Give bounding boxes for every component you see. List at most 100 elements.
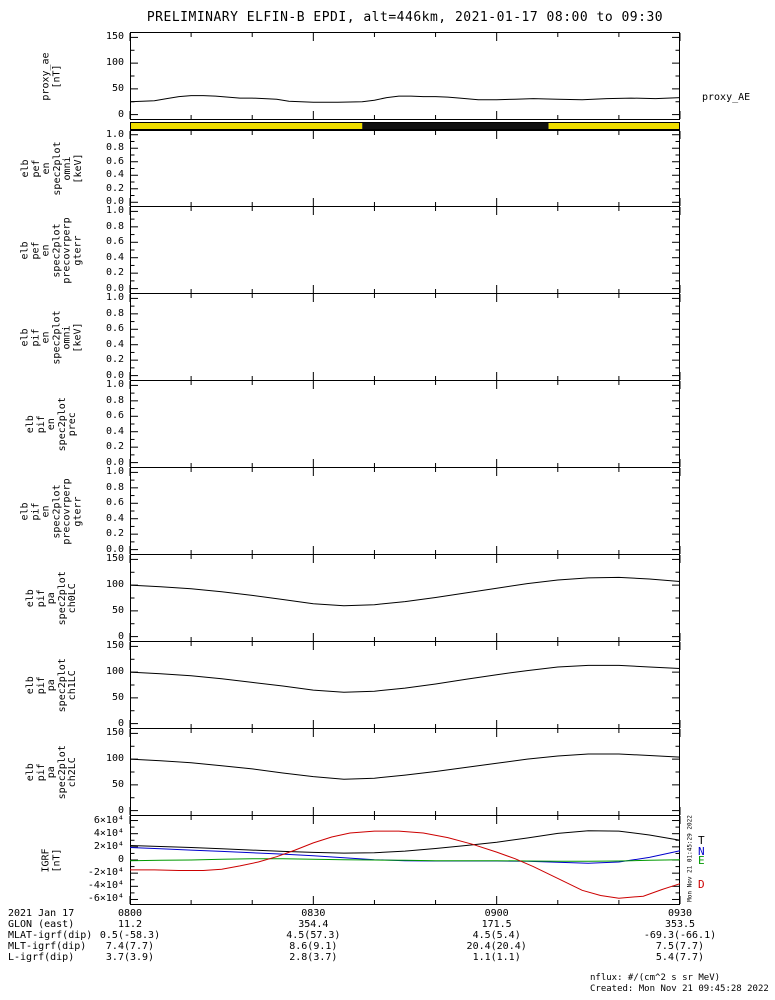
- y-tick-label: 0.0: [105, 196, 124, 208]
- ylabel-line: pa: [45, 765, 57, 779]
- ylabel-line: [keV]: [72, 153, 83, 184]
- y-tick-label: 6×10⁴: [93, 814, 124, 826]
- series-IGRF_D: [130, 830, 681, 899]
- y-tick-label: 0.6: [105, 236, 124, 248]
- ylabel-line: ch2LC: [66, 756, 78, 788]
- annotation-value: 3.7(3.9): [105, 952, 155, 963]
- y-tick-label: 0: [117, 717, 124, 729]
- y-tick-label: 100: [105, 666, 124, 678]
- y-tick-label: 100: [105, 753, 124, 765]
- ylabel-line: [nT]: [51, 847, 62, 873]
- y-tick-label: 100: [105, 579, 124, 591]
- annotation-value: 2.8(3.7): [289, 952, 338, 963]
- plot-title: PRELIMINARY ELFIN-B EPDI, alt=446km, 202…: [146, 10, 664, 25]
- ylabel-line: gterr: [72, 495, 83, 527]
- panel-frame: [130, 32, 680, 120]
- ylabel-line: en: [40, 504, 52, 518]
- annotation-value: 0830: [301, 908, 326, 919]
- panel-pif_en_prec: [129, 380, 681, 468]
- y-tick-label: 0.2: [105, 267, 124, 279]
- y-tick-label: 0: [117, 108, 124, 120]
- y-tick-label: 50: [111, 691, 124, 703]
- panel-frame: [130, 206, 680, 294]
- annotation-value: 20.4(20.4): [466, 941, 527, 952]
- annotation-row-label: 2021 Jan 17: [8, 908, 75, 919]
- created-timestamp: Created: Mon Nov 21 09:45:28 2022: [590, 984, 769, 994]
- ylabel-line: precovrperp: [61, 477, 73, 545]
- y-tick-label: 50: [111, 604, 124, 616]
- panel-pef_en_omni: [129, 130, 681, 207]
- y-tick-label: 0.6: [105, 323, 124, 335]
- ylabel-line: omni: [61, 324, 73, 350]
- panel-ylabel-pif_pa_ch0lc: elb pif pa spec2plot ch0LC: [24, 554, 79, 642]
- side-timestamp: Mon Nov 21 01:45:29 2022: [686, 815, 694, 902]
- annotation-value: 0930: [667, 908, 693, 919]
- panel-right-label: proxy_AE: [702, 91, 751, 103]
- panel-ylabel-proxy_ae: proxy_ae [nT]: [41, 32, 63, 120]
- ylabel-line: precovrperp: [61, 216, 73, 284]
- panel-pif_en_precovrperp_gterr: [129, 467, 681, 555]
- ylabel-line: spec2plot: [51, 141, 62, 196]
- y-tick-label: 1.0: [105, 466, 124, 478]
- y-tick-label: 50: [111, 778, 124, 790]
- ylabel-line: pa: [45, 591, 57, 605]
- y-tick-label: 0.6: [105, 410, 124, 422]
- y-tick-label: -6×10⁴: [87, 893, 124, 905]
- y-tick-label: 1.0: [105, 379, 124, 391]
- panel-pif_en_omni: [129, 293, 681, 381]
- annotation-value: 8.6(9.1): [289, 941, 338, 952]
- y-tick-label: 0.0: [105, 282, 124, 294]
- series-label-N: N: [698, 844, 705, 858]
- ylabel-line: en: [40, 243, 52, 257]
- series-ch2LC: [129, 753, 681, 780]
- panel-frame: [130, 467, 680, 555]
- annotation-row-label: GLON (east): [8, 919, 75, 930]
- panel-ylabel-igrf: IGRF [nT]: [40, 815, 63, 905]
- y-tick-label: 0: [117, 630, 124, 642]
- y-tick-label: 0.4: [105, 512, 124, 524]
- panel-ylabel-pif_pa_ch2lc: elb pif pa spec2plot ch2LC: [25, 728, 79, 816]
- y-tick-label: 0.2: [105, 182, 124, 194]
- series-label-E: E: [698, 853, 705, 867]
- annotation-value: 0.5(-58.3): [99, 930, 161, 941]
- panel-ylabel-pif_pa_ch1lc: elb pif pa spec2plot ch1LC: [24, 641, 79, 729]
- ylabel-line: elb: [19, 159, 31, 178]
- annotation-value: 7.5(7.7): [655, 941, 705, 952]
- series-proxy_AE: [129, 95, 681, 103]
- panel-frame: [130, 380, 680, 468]
- ylabel-line: gterr: [72, 234, 83, 266]
- y-tick-label: 0.8: [105, 481, 124, 493]
- ylabel-line: elb: [24, 588, 36, 608]
- y-tick-label: 0.0: [105, 456, 124, 468]
- ylabel-line: elb: [24, 675, 36, 695]
- ylabel-line: [keV]: [72, 321, 83, 353]
- panel-frame: [130, 641, 680, 729]
- annotation-value: 5.4(7.7): [655, 952, 705, 963]
- panel-proxy_ae: [129, 32, 681, 120]
- panel-frame: [130, 728, 680, 816]
- ylabel-line: pa: [45, 678, 57, 692]
- annotation-value: 7.4(7.7): [105, 941, 155, 952]
- series-IGRF_E: [129, 858, 681, 862]
- panel-pif_pa_ch0lc: [129, 554, 681, 642]
- annotation-value: 4.5(57.3): [286, 930, 341, 941]
- annotation-row-label: L-igrf(dip): [8, 952, 75, 963]
- y-tick-label: 0.4: [105, 338, 124, 350]
- y-tick-label: 2×10⁴: [93, 840, 124, 852]
- panel-pif_pa_ch1lc: [129, 641, 681, 729]
- ylabel-line: en: [40, 330, 52, 344]
- y-tick-label: 1.0: [105, 205, 124, 217]
- ylabel-line: IGRF: [40, 847, 52, 873]
- annotation-value: 353.5: [664, 919, 696, 930]
- y-tick-label: 150: [105, 640, 124, 652]
- panel-position_bar: [130, 122, 680, 130]
- panel-ylabel-pif_en_prec: elb pif en spec2plot prec: [25, 380, 79, 468]
- panel-ylabel-pif_en_omni: elb pif en spec2plot omni [keV]: [20, 293, 84, 381]
- series-label-D: D: [698, 877, 705, 891]
- y-tick-label: 1.0: [105, 128, 124, 140]
- panel-pef_en_precovrperp_gterr: [129, 206, 681, 294]
- series-label-T: T: [698, 834, 705, 848]
- y-tick-label: 0.6: [105, 155, 124, 167]
